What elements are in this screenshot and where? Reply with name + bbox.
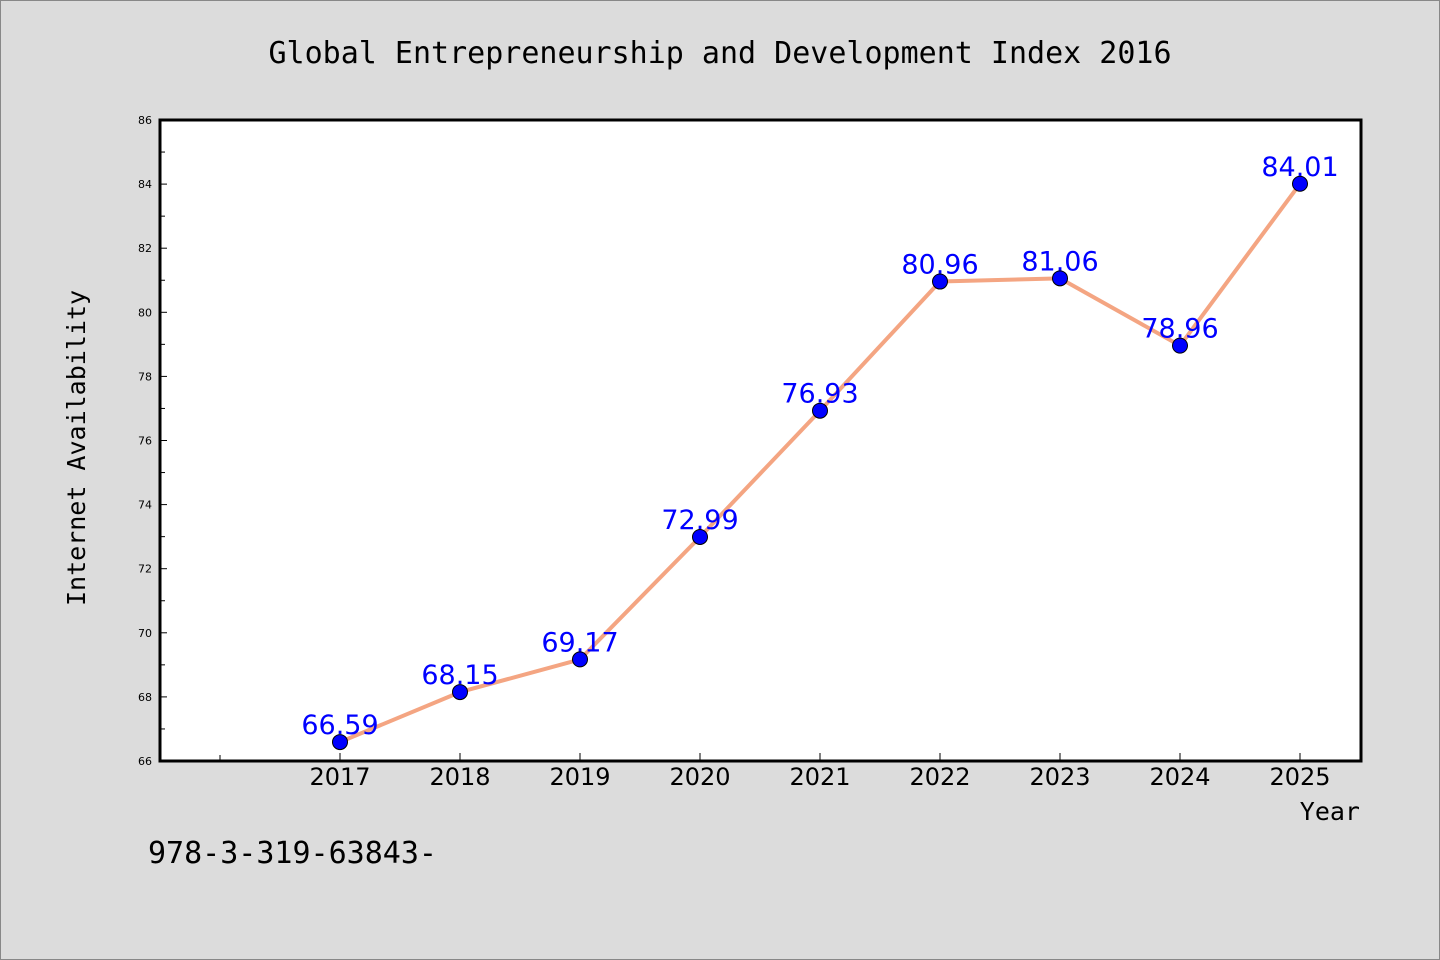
- data-label: 76.93: [781, 379, 858, 410]
- chart-title: Global Entrepreneurship and Development …: [268, 36, 1171, 71]
- data-point: [692, 528, 708, 545]
- data-label: 84.01: [1261, 152, 1338, 183]
- data-label: 69.17: [541, 627, 618, 658]
- data-label: 81.06: [1021, 246, 1098, 277]
- data-point: [332, 734, 348, 751]
- plot-area: [158, 118, 1363, 763]
- data-point: [1052, 270, 1068, 287]
- data-point: [572, 651, 588, 668]
- data-label: 80.96: [901, 250, 978, 281]
- x-tick-label: 2017: [309, 763, 370, 791]
- data-point: [932, 273, 948, 290]
- x-tick-label: 2025: [1269, 763, 1330, 791]
- x-tick-label: 2021: [789, 763, 850, 791]
- y-tick-label: 74: [138, 499, 152, 512]
- y-tick-label: 76: [138, 435, 152, 448]
- x-tick-label: 2023: [1029, 763, 1090, 791]
- data-labels: 66.59 68.15 69.17 72.99 76.93 80.96 81.06 78.96…: [301, 152, 1338, 741]
- y-tick-label: 72: [138, 563, 152, 576]
- y-tick-label: 78: [138, 370, 152, 383]
- x-axis-label: Year: [1300, 797, 1360, 826]
- data-label: 68.15: [421, 660, 498, 691]
- y-tick-label: 82: [138, 242, 152, 255]
- x-tick-label: 2018: [429, 763, 490, 791]
- y-tick-label: 70: [138, 627, 152, 640]
- data-label: 66.59: [301, 710, 378, 741]
- data-point: [1172, 337, 1188, 354]
- x-tick-label: 2022: [909, 763, 970, 791]
- data-point: [812, 402, 828, 419]
- y-tick-label: 86: [138, 114, 152, 127]
- data-label: 78.96: [1141, 314, 1218, 345]
- y-tick-label: 68: [138, 691, 152, 704]
- x-tick-label: 2024: [1149, 763, 1210, 791]
- x-tick-label: 2020: [669, 763, 730, 791]
- y-tick-label: 80: [138, 306, 152, 319]
- series-layer: [332, 175, 1308, 751]
- y-tick-label: 66: [138, 755, 152, 768]
- y-tick-label: 84: [138, 178, 152, 191]
- data-point: [1292, 175, 1308, 192]
- footnote: 978-3-319-63843-: [148, 836, 437, 871]
- x-axis: 2017 2018 2019 2020 2021 2022 2023 2024 2025: [219, 753, 1331, 791]
- x-tick-label: 2019: [549, 763, 610, 791]
- data-point: [452, 684, 468, 701]
- y-axis: 66 68 70 72 74 76 78 80 82 84 86: [138, 114, 167, 768]
- data-label: 72.99: [661, 505, 738, 536]
- y-axis-label: Internet Availability: [62, 290, 91, 606]
